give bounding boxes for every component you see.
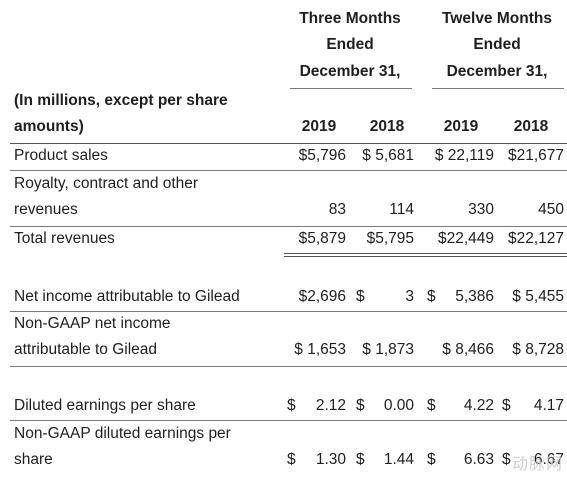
row-label-nongaap-net-income-line1: Non-GAAP net income xyxy=(14,315,171,332)
nongaap-diluted-eps-3m-2018-dollar: $ xyxy=(356,451,365,468)
units-label-line1: (In millions, except per share xyxy=(14,92,228,109)
total-rule-2 xyxy=(284,256,567,257)
row-divider xyxy=(10,420,567,421)
diluted-eps-12m-2018: 4.17 xyxy=(533,397,564,414)
row-label-net-income: Net income attributable to Gilead xyxy=(14,288,240,305)
nongaap-net-income-3m-2018: $ 1,873 xyxy=(362,341,414,358)
nongaap-net-income-12m-2018: $ 8,728 xyxy=(512,341,564,358)
net-income-3m-2018: 3 xyxy=(405,288,414,305)
nongaap-diluted-eps-3m-2018: 1.44 xyxy=(383,451,414,468)
net-income-12m-2018: $ 5,455 xyxy=(512,288,564,305)
royalty-12m-2018: 450 xyxy=(538,201,564,218)
total-revenues-12m-2019: $22,449 xyxy=(437,230,494,247)
product-sales-3m-2019: $5,796 xyxy=(298,147,346,164)
net-income-12m-2019-dollar: $ xyxy=(427,288,436,305)
row-divider xyxy=(10,311,567,312)
royalty-12m-2019: 330 xyxy=(468,201,494,218)
nongaap-diluted-eps-12m-2019-dollar: $ xyxy=(427,451,436,468)
product-sales-3m-2018: $ 5,681 xyxy=(362,147,414,164)
units-label-line2: amounts) xyxy=(14,118,84,135)
year-header-12m-2019: 2019 xyxy=(443,118,479,135)
row-label-nongaap-diluted-eps-line1: Non-GAAP diluted earnings per xyxy=(14,425,231,442)
row-label-product-sales: Product sales xyxy=(14,147,108,164)
diluted-eps-3m-2018-dollar: $ xyxy=(356,397,365,414)
nongaap-diluted-eps-12m-2018: 6.67 xyxy=(533,451,564,468)
three-months-header-line1: Three Months xyxy=(299,10,401,27)
three-months-header-line2: Ended xyxy=(326,36,374,53)
row-label-royalty-line2: revenues xyxy=(14,201,78,218)
diluted-eps-12m-2019: 4.22 xyxy=(463,397,494,414)
nongaap-net-income-12m-2019: $ 8,466 xyxy=(442,341,494,358)
diluted-eps-3m-2019: 2.12 xyxy=(315,397,346,414)
twelve-months-header-line2: Ended xyxy=(473,36,521,53)
net-income-3m-2019: $2,696 xyxy=(298,288,346,305)
diluted-eps-12m-2018-dollar: $ xyxy=(502,397,511,414)
diluted-eps-3m-2019-dollar: $ xyxy=(287,397,296,414)
year-header-3m-2018: 2018 xyxy=(369,118,405,135)
net-income-3m-2018-dollar: $ xyxy=(356,288,365,305)
row-label-nongaap-net-income-line2: attributable to Gilead xyxy=(14,341,158,358)
three-months-header-line3: December 31, xyxy=(299,63,401,80)
royalty-3m-2018: 114 xyxy=(389,201,414,218)
row-label-total-revenues: Total revenues xyxy=(14,230,115,247)
twelve-months-rule xyxy=(432,88,564,89)
total-revenues-3m-2019: $5,879 xyxy=(298,230,346,247)
year-header-12m-2018: 2018 xyxy=(513,118,549,135)
nongaap-diluted-eps-3m-2019: 1.30 xyxy=(315,451,346,468)
diluted-eps-3m-2018: 0.00 xyxy=(383,397,414,414)
total-revenues-3m-2018: $5,795 xyxy=(366,230,414,247)
row-divider xyxy=(10,226,567,227)
product-sales-12m-2018: $21,677 xyxy=(507,147,564,164)
year-header-3m-2019: 2019 xyxy=(301,118,337,135)
net-income-12m-2019: 5,386 xyxy=(455,288,494,305)
diluted-eps-12m-2019-dollar: $ xyxy=(427,397,436,414)
twelve-months-header-line1: Twelve Months xyxy=(442,10,552,27)
total-revenues-12m-2018: $22,127 xyxy=(507,230,564,247)
header-rule xyxy=(10,143,567,144)
nongaap-diluted-eps-3m-2019-dollar: $ xyxy=(287,451,296,468)
watermark: 动脉网 xyxy=(511,456,563,473)
royalty-3m-2019: 83 xyxy=(328,201,346,218)
product-sales-12m-2019: $ 22,119 xyxy=(434,147,494,164)
twelve-months-header-line3: December 31, xyxy=(446,63,548,80)
nongaap-net-income-3m-2019: $ 1,653 xyxy=(294,341,346,358)
total-rule-1 xyxy=(284,253,567,254)
row-label-diluted-eps: Diluted earnings per share xyxy=(14,397,196,414)
row-divider xyxy=(10,170,567,171)
row-divider xyxy=(10,366,567,367)
row-label-royalty-line1: Royalty, contract and other xyxy=(14,175,199,192)
nongaap-diluted-eps-12m-2018-dollar: $ xyxy=(502,451,511,468)
row-label-nongaap-diluted-eps-line2: share xyxy=(14,451,53,468)
three-months-rule xyxy=(290,88,412,89)
nongaap-diluted-eps-12m-2019: 6.63 xyxy=(463,451,494,468)
